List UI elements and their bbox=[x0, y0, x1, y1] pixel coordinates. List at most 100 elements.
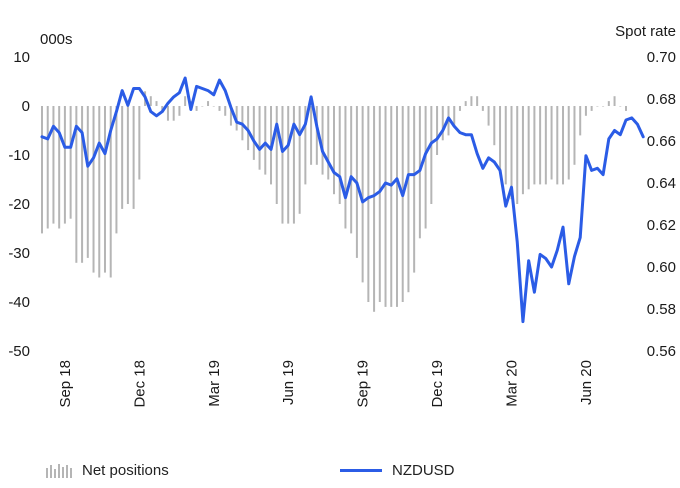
net-positions-bar bbox=[527, 106, 530, 190]
left-axis-tick-label: -30 bbox=[8, 245, 30, 262]
net-positions-bar bbox=[52, 106, 55, 224]
right-axis-tick-label: 0.70 bbox=[647, 49, 676, 66]
net-positions-bar bbox=[544, 106, 547, 185]
net-positions-bar bbox=[521, 106, 524, 195]
net-positions-bar bbox=[63, 106, 66, 224]
net-positions-bar bbox=[172, 106, 175, 121]
left-axis-tick-label: 0 bbox=[22, 98, 30, 115]
left-axis-tick-label: -50 bbox=[8, 343, 30, 360]
net-positions-bar bbox=[109, 106, 112, 278]
net-positions-bar bbox=[327, 106, 330, 180]
net-positions-bar bbox=[224, 106, 227, 116]
right-axis-tick-label: 0.62 bbox=[647, 217, 676, 234]
nzdusd-line bbox=[40, 76, 645, 324]
net-positions-bar bbox=[413, 106, 416, 273]
x-axis-tick-label: Jun 19 bbox=[280, 360, 297, 405]
legend-item-net-positions: Net positions bbox=[46, 462, 169, 479]
right-axis-tick-label: 0.68 bbox=[647, 91, 676, 108]
net-positions-bar bbox=[81, 106, 84, 263]
net-positions-bar bbox=[384, 106, 387, 307]
net-positions-bar bbox=[86, 106, 89, 258]
net-positions-bar bbox=[481, 106, 484, 111]
x-axis-tick-label: Sep 19 bbox=[355, 360, 372, 408]
net-positions-bar bbox=[155, 101, 158, 106]
line-layer bbox=[40, 76, 645, 324]
net-positions-bar bbox=[487, 106, 490, 126]
net-positions-bar bbox=[533, 106, 536, 185]
net-positions-bar bbox=[46, 106, 49, 229]
net-positions-bar bbox=[539, 106, 542, 185]
right-axis-tick-label: 0.66 bbox=[647, 133, 676, 150]
net-positions-bar bbox=[344, 106, 347, 229]
net-positions-bar bbox=[138, 106, 141, 180]
left-axis-tick-label: 10 bbox=[13, 49, 30, 66]
net-positions-bar bbox=[201, 106, 204, 107]
net-positions-bar bbox=[453, 106, 456, 126]
net-positions-bar bbox=[126, 106, 129, 204]
net-positions-bar bbox=[441, 106, 444, 141]
net-positions-bar bbox=[218, 106, 221, 111]
net-positions-bar bbox=[178, 106, 181, 116]
net-positions-bar bbox=[625, 106, 627, 111]
x-axis-tick-label: Dec 19 bbox=[429, 360, 446, 408]
net-positions-bar bbox=[516, 106, 519, 204]
net-positions-bar bbox=[258, 106, 261, 170]
net-positions-bar bbox=[58, 106, 61, 229]
left-axis-tick-label: -40 bbox=[8, 294, 30, 311]
net-positions-bar bbox=[121, 106, 124, 209]
legend-label-net-positions: Net positions bbox=[82, 462, 169, 479]
net-positions-bar bbox=[395, 106, 398, 307]
net-positions-bar bbox=[401, 106, 404, 302]
net-positions-bar bbox=[315, 106, 318, 165]
net-positions-bar bbox=[550, 106, 553, 180]
net-positions-bar bbox=[556, 106, 559, 185]
legend-label-nzdusd: NZDUSD bbox=[392, 462, 455, 479]
bars-layer bbox=[41, 91, 627, 312]
x-axis-tick-label: Jun 20 bbox=[578, 360, 595, 405]
net-positions-bar bbox=[75, 106, 78, 263]
net-positions-bar bbox=[304, 106, 307, 185]
net-positions-bar bbox=[436, 106, 439, 155]
right-axis-tick-label: 0.56 bbox=[647, 343, 676, 360]
net-positions-bar bbox=[464, 101, 467, 106]
net-positions-bar bbox=[229, 106, 232, 126]
net-positions-bar bbox=[596, 106, 599, 107]
right-axis-unit: Spot rate bbox=[615, 23, 676, 40]
net-positions-bar bbox=[367, 106, 370, 302]
net-positions-bar bbox=[499, 106, 502, 170]
net-positions-bar bbox=[184, 96, 187, 106]
net-positions-bar bbox=[247, 106, 250, 151]
net-positions-bar bbox=[573, 106, 576, 165]
net-positions-bar bbox=[424, 106, 427, 229]
net-positions-bar bbox=[584, 106, 587, 116]
net-positions-bar bbox=[613, 96, 616, 106]
net-positions-swatch-icon bbox=[46, 463, 72, 478]
left-axis-tick-label: -10 bbox=[8, 147, 30, 164]
x-axis-tick-label: Sep 18 bbox=[57, 360, 74, 408]
net-positions-bar bbox=[115, 106, 118, 234]
right-axis: Spot rate 0.70 0.68 0.66 0.64 0.62 0.60 0.58 0.… bbox=[615, 23, 676, 360]
net-positions-bar bbox=[470, 96, 473, 106]
net-positions-bar bbox=[69, 106, 72, 219]
net-positions-bar bbox=[195, 106, 198, 111]
nzdusd-swatch-icon bbox=[340, 469, 382, 472]
net-positions-bar bbox=[212, 106, 215, 107]
left-axis-unit: 000s bbox=[40, 31, 73, 48]
right-axis-tick-label: 0.58 bbox=[647, 301, 676, 318]
net-positions-bar bbox=[350, 106, 353, 234]
net-positions-bar bbox=[602, 106, 605, 107]
x-axis-tick-label: Mar 19 bbox=[206, 360, 223, 407]
net-positions-bar bbox=[287, 106, 290, 224]
right-axis-tick-label: 0.64 bbox=[647, 175, 676, 192]
net-positions-bar bbox=[562, 106, 565, 185]
net-positions-bar bbox=[264, 106, 267, 175]
net-positions-bar bbox=[458, 106, 461, 111]
net-positions-bar bbox=[338, 106, 341, 204]
net-positions-bar bbox=[373, 106, 376, 312]
net-positions-bar bbox=[333, 106, 335, 195]
net-positions-bar bbox=[607, 101, 610, 106]
net-positions-bar bbox=[361, 106, 364, 283]
left-axis: 000s 10 0 -10 -20 -30 -40 -50 bbox=[8, 31, 72, 360]
net-positions-bar bbox=[98, 106, 101, 278]
